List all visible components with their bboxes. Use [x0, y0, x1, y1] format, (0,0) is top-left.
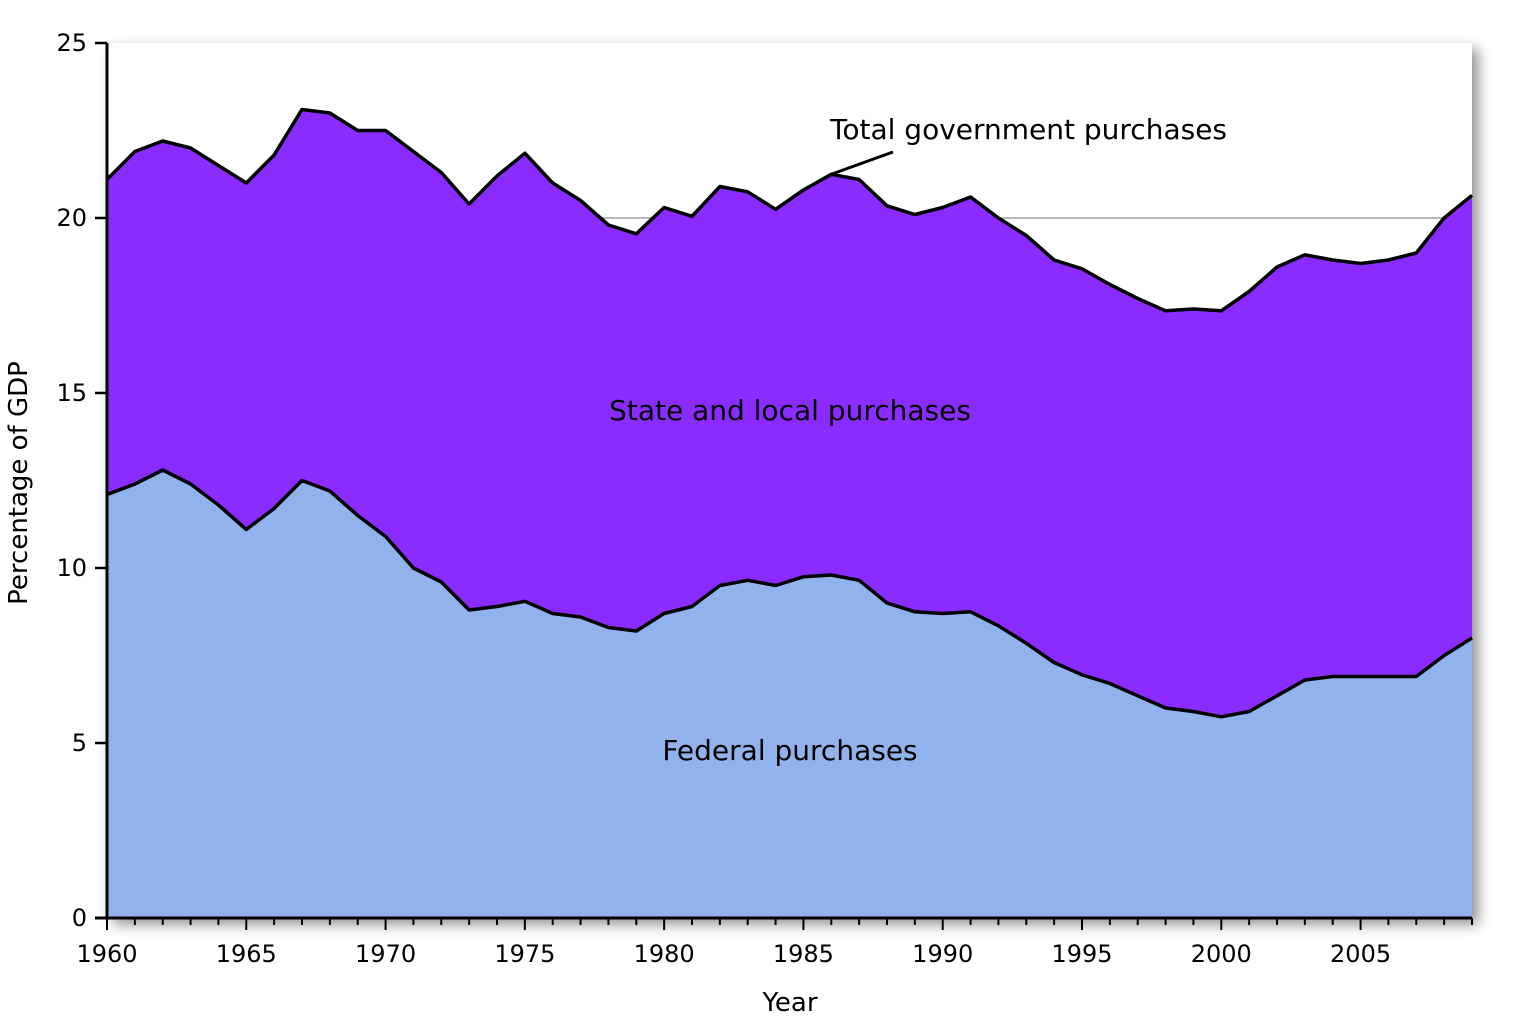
x-tick-label: 1990 — [912, 940, 973, 968]
x-tick-label: 1985 — [773, 940, 834, 968]
total-label-leader-line — [831, 150, 894, 176]
y-tick-label: 0 — [72, 904, 87, 932]
total-label: Total government purchases — [829, 113, 1227, 146]
y-tick-label: 15 — [56, 379, 87, 407]
y-tick-label: 25 — [56, 29, 87, 57]
x-tick-label: 2000 — [1191, 940, 1252, 968]
x-tick-label: 1965 — [216, 940, 277, 968]
y-tick-label: 10 — [56, 554, 87, 582]
y-axis-title: Percentage of GDP — [4, 361, 34, 605]
line-federal — [106, 468, 1473, 719]
x-axis-ticks: 1960 1965 1970 1975 1980 1985 1990 1995 2000 2005 — [76, 918, 1473, 968]
series-label-federal: Federal purchases — [662, 734, 917, 767]
area-layers — [107, 109, 1472, 918]
series-outlines — [105, 107, 1474, 719]
x-tick-label: 2005 — [1330, 940, 1391, 968]
y-axis-ticks: 0 5 10 15 20 25 — [56, 29, 107, 932]
area-state-local — [107, 109, 1472, 717]
series-label-state-local: State and local purchases — [609, 394, 971, 427]
x-tick-label: 1995 — [1051, 940, 1112, 968]
x-tick-label: 1975 — [494, 940, 555, 968]
x-tick-label: 1970 — [355, 940, 416, 968]
axes — [95, 43, 1472, 920]
line-total — [105, 107, 1474, 313]
y-tick-label: 5 — [72, 729, 87, 757]
y-tick-label: 20 — [56, 204, 87, 232]
x-tick-label: 1960 — [76, 940, 137, 968]
area-federal — [107, 470, 1472, 918]
x-axis-title: Year — [761, 988, 817, 1018]
x-tick-label: 1980 — [634, 940, 695, 968]
